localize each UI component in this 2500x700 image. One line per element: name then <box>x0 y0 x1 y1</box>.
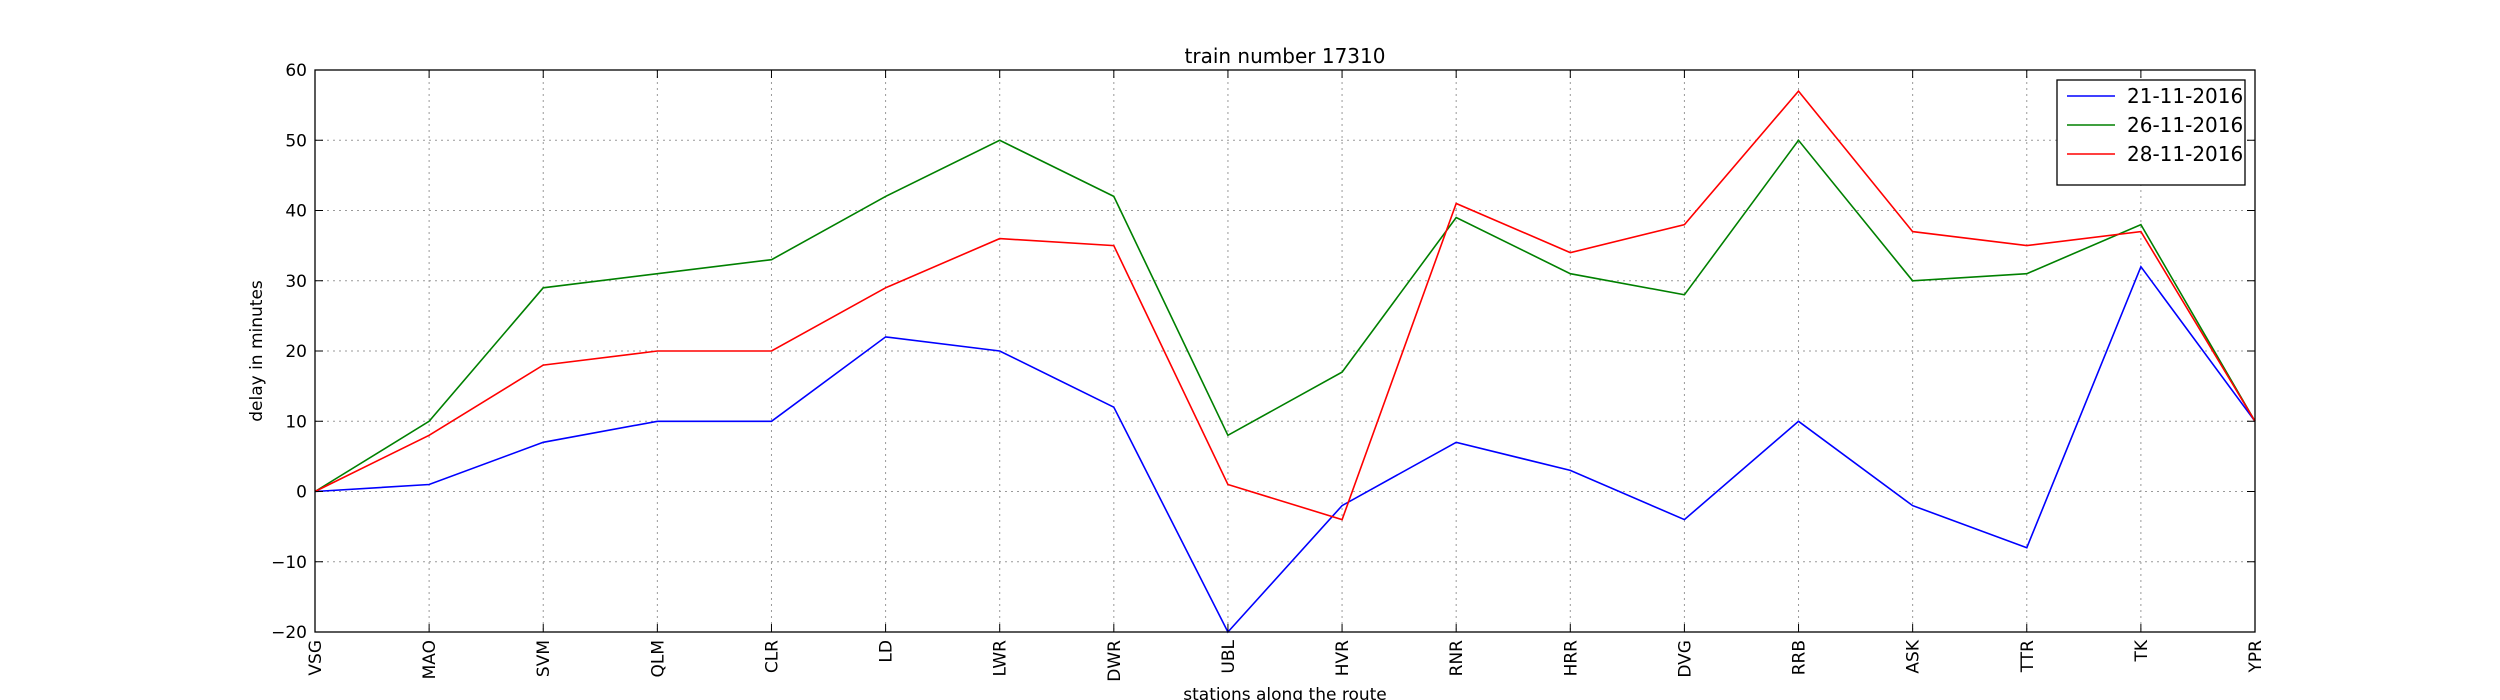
series-line-26-11-2016 <box>314 138 2256 493</box>
x-tick-label: QLM <box>648 640 668 678</box>
legend-label: 26-11-2016 <box>2127 113 2243 137</box>
y-axis-label: delay in minutes <box>247 280 267 422</box>
legend-label: 28-11-2016 <box>2127 142 2243 166</box>
x-tick-label: RNR <box>1447 640 1467 677</box>
x-tick-label: HVR <box>1333 640 1353 676</box>
legend: 21-11-2016 26-11-2016 28-11-2016 <box>2056 79 2246 186</box>
y-tick-label: 30 <box>285 272 307 292</box>
x-tick-label: MAO <box>420 640 440 679</box>
y-tick-label: 20 <box>285 342 307 362</box>
x-tick-label: SVM <box>534 640 554 677</box>
chart-title: train number 17310 <box>1185 44 1386 68</box>
series-lines <box>314 89 2256 634</box>
x-tick-label: DVG <box>1675 640 1695 678</box>
x-tick-label: ASK <box>1904 639 1924 673</box>
legend-label: 21-11-2016 <box>2127 84 2243 108</box>
x-tick-label: YPR <box>2246 640 2266 674</box>
x-tick-label: LWR <box>991 640 1011 677</box>
axis-ticks: −20 −10 0 10 20 30 40 50 60 VSG MAO SVM QLM CLR LD LWR D… <box>271 61 2266 682</box>
x-tick-label: VSG <box>306 640 326 676</box>
x-tick-label: RRB <box>1790 640 1810 675</box>
series-line-28-11-2016 <box>314 89 2256 521</box>
y-tick-label: 50 <box>285 131 307 151</box>
x-tick-label: DWR <box>1105 640 1125 682</box>
x-tick-label: HRR <box>1561 640 1581 677</box>
legend-box <box>2056 79 2246 186</box>
x-tick-label: TTR <box>2018 640 2038 673</box>
x-tick-label: LD <box>877 640 897 663</box>
y-tick-label: 40 <box>285 202 307 222</box>
x-axis-label: stations along the route <box>1183 685 1387 700</box>
y-tick-label: 10 <box>285 412 307 432</box>
y-tick-label: −10 <box>271 553 307 573</box>
x-tick-label: UBL <box>1219 639 1239 673</box>
series-line-21-11-2016 <box>314 265 2256 634</box>
y-tick-label: −20 <box>271 623 307 643</box>
x-tick-label: CLR <box>762 640 782 673</box>
y-tick-label: 60 <box>285 61 307 81</box>
y-tick-label: 0 <box>296 483 307 503</box>
grid-lines <box>315 70 2255 632</box>
plot-frame <box>314 69 2256 633</box>
x-tick-label: TK <box>2132 639 2152 662</box>
